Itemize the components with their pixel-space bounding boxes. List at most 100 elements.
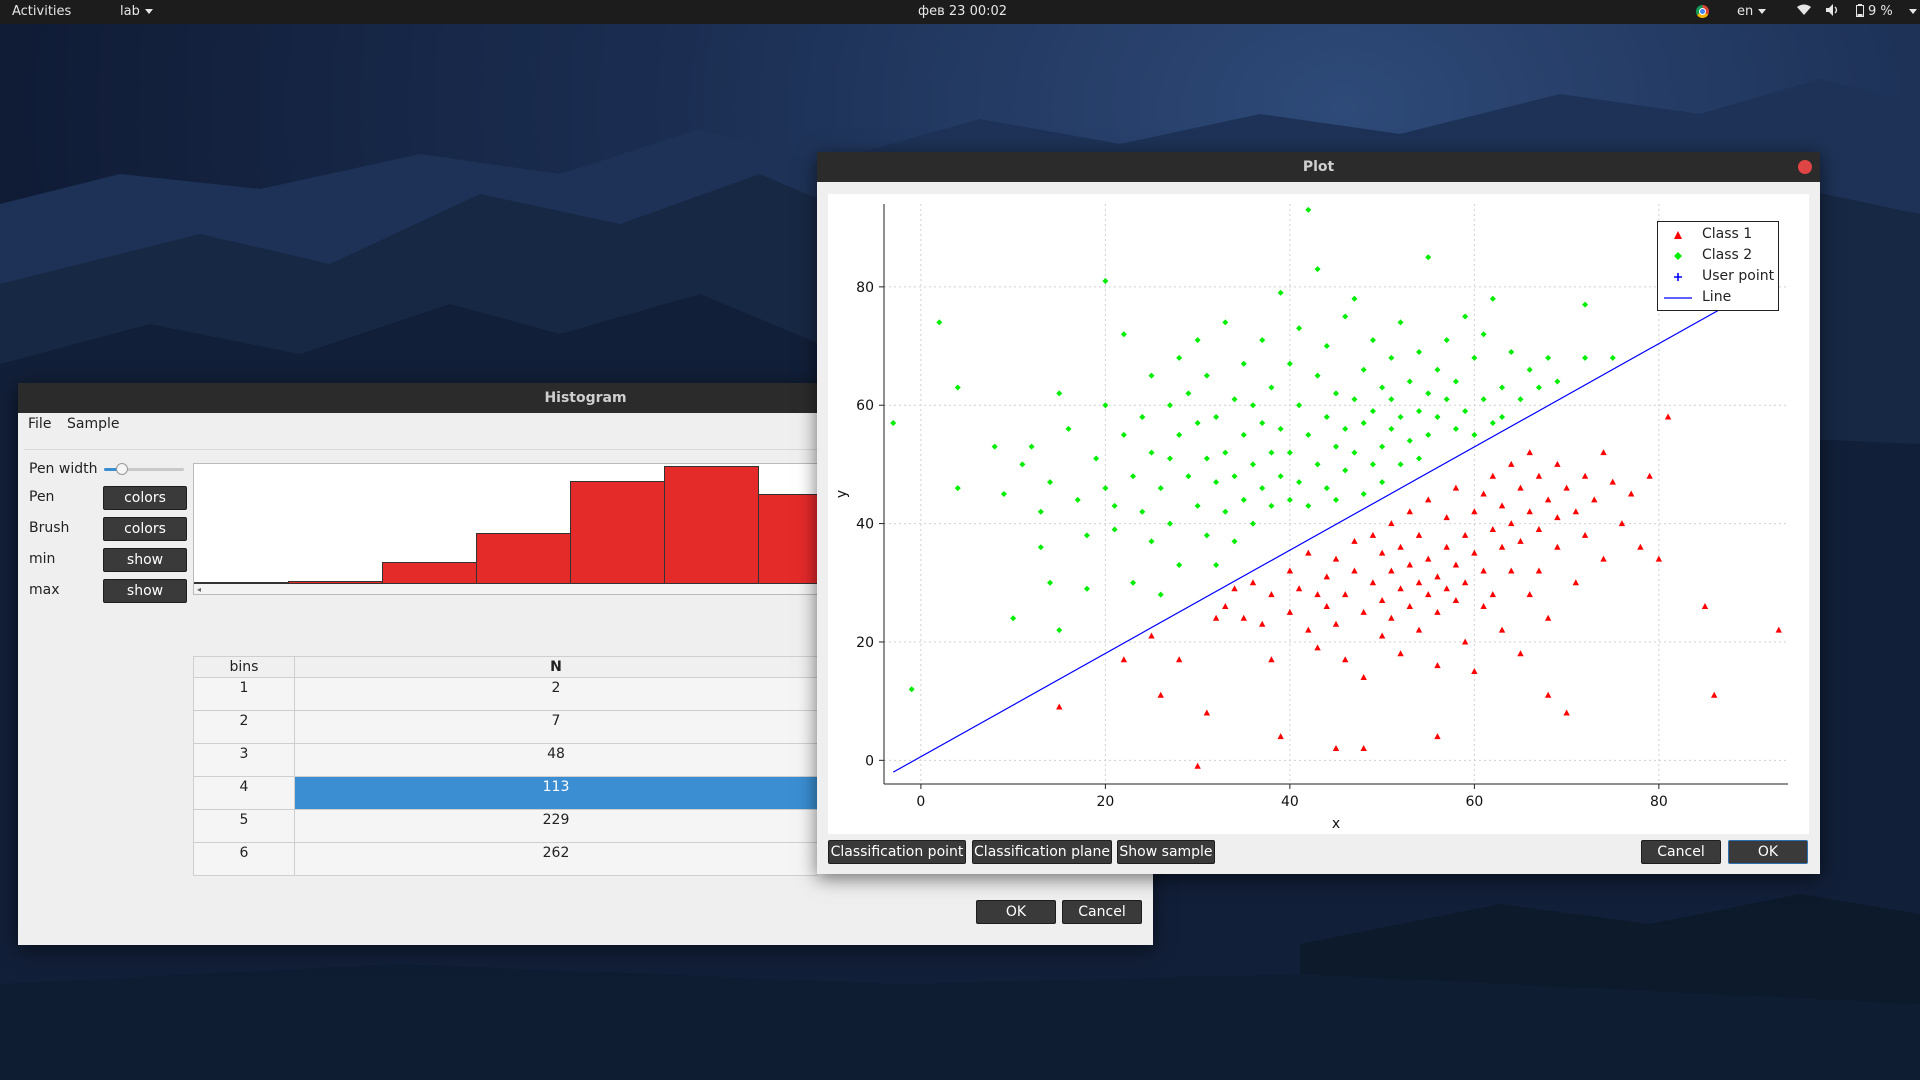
bin-cell[interactable]: 1 (193, 677, 295, 711)
classification-point-button[interactable]: Classification point (828, 840, 966, 864)
pen-width-handle[interactable] (116, 463, 128, 475)
class2-point (1360, 491, 1367, 497)
class1-point (1461, 531, 1469, 538)
histogram-bar (570, 481, 665, 584)
class2-point (1305, 502, 1312, 509)
cancel-button[interactable]: Cancel (1062, 900, 1142, 924)
class2-point (1083, 585, 1090, 592)
class1-point (1277, 733, 1284, 740)
pen-colors-button[interactable]: colors (103, 486, 187, 510)
classification-plane-button[interactable]: Classification plane (972, 840, 1112, 864)
table-row[interactable]: 6 262 (193, 842, 818, 876)
volume-icon[interactable] (1826, 4, 1840, 20)
bin-cell[interactable]: 6 (193, 842, 295, 876)
bin-cell[interactable]: 3 (193, 743, 295, 777)
class2-point (1194, 502, 1201, 509)
top-bar: Activities lab фев 23 00:02 en 9 % (0, 0, 1920, 24)
class1-point (1222, 602, 1229, 609)
battery-percent: 9 % (1868, 4, 1893, 19)
class1-point (1508, 520, 1515, 527)
class2-point (1416, 408, 1423, 415)
ok-button[interactable]: OK (976, 900, 1056, 924)
class2-point (1166, 455, 1173, 462)
n-cell[interactable]: 7 (294, 710, 818, 744)
class1-point (1415, 531, 1423, 538)
class2-point (1379, 479, 1386, 486)
ok-button[interactable]: OK (1728, 840, 1808, 864)
class1-point (1434, 733, 1441, 740)
class2-point (1416, 455, 1423, 462)
y-tick-label: 80 (856, 280, 874, 296)
close-icon[interactable] (1798, 160, 1812, 174)
min-show-button[interactable]: show (103, 548, 187, 572)
battery-icon[interactable] (1856, 4, 1864, 21)
histogram-plot: ◂ (193, 463, 835, 595)
class1-point (1378, 597, 1386, 604)
class2-point (1554, 378, 1561, 385)
table-row[interactable]: 4 113 (193, 776, 818, 810)
histogram-bar (382, 562, 477, 584)
class2-point (1166, 402, 1173, 409)
class1-point (1434, 662, 1441, 669)
class2-point (1231, 538, 1238, 545)
show-sample-button[interactable]: Show sample (1117, 840, 1215, 864)
brush-colors-button[interactable]: colors (103, 517, 187, 541)
bin-cell[interactable]: 5 (193, 809, 295, 843)
legend-item: Class 1 (1658, 225, 1778, 245)
class2-point (1425, 390, 1432, 397)
plot-window: Plot 0 20 40 60 80 0 20 40 60 80 x y Class 1 Class … (817, 152, 1820, 874)
class1-point (1655, 555, 1663, 562)
app-menu[interactable]: lab (120, 4, 153, 19)
wifi-icon[interactable] (1797, 4, 1811, 20)
class2-point (1194, 337, 1201, 344)
activities-button[interactable]: Activities (12, 4, 72, 19)
class1-point (1157, 691, 1164, 698)
class1-point (1268, 591, 1275, 598)
class1-point (1360, 673, 1367, 680)
brush-label: Brush (29, 520, 70, 536)
n-cell[interactable]: 2 (294, 677, 818, 711)
class1-point (1388, 520, 1395, 527)
menu-sample[interactable]: Sample (67, 416, 120, 432)
menu-file[interactable]: File (28, 416, 52, 432)
column-header-bins[interactable]: bins (193, 656, 295, 678)
chrome-icon[interactable] (1696, 5, 1709, 18)
horizontal-scrollbar[interactable]: ◂ (194, 583, 834, 594)
pen-width-slider[interactable] (104, 463, 184, 475)
n-cell[interactable]: 48 (294, 743, 818, 777)
pen-width-fill (104, 468, 120, 471)
class2-point (1148, 372, 1155, 379)
max-show-button[interactable]: show (103, 579, 187, 603)
class2-point (1333, 390, 1339, 397)
table-row[interactable]: 5 229 (193, 809, 818, 843)
class1-point (1452, 597, 1460, 604)
scroll-left-icon[interactable]: ◂ (197, 585, 202, 594)
class2-point (1443, 337, 1450, 344)
class2-point (1277, 473, 1284, 480)
bin-cell[interactable]: 2 (193, 710, 295, 744)
n-cell[interactable]: 229 (294, 809, 818, 843)
class1-point (1489, 472, 1497, 479)
plot-titlebar[interactable]: Plot (817, 152, 1820, 182)
n-cell[interactable]: 262 (294, 842, 818, 876)
bin-cell[interactable]: 4 (193, 776, 295, 810)
cancel-button[interactable]: Cancel (1641, 840, 1721, 864)
table-row[interactable]: 3 48 (193, 743, 818, 777)
class1-point (1406, 561, 1413, 568)
system-menu[interactable] (1904, 4, 1917, 19)
language-selector[interactable]: en (1737, 4, 1767, 19)
legend-item: Line (1658, 288, 1778, 308)
window-title: Plot (1302, 159, 1335, 175)
class1-point (1212, 614, 1220, 621)
class1-point (1056, 703, 1063, 710)
class1-point (1286, 567, 1294, 574)
class1-point (1369, 531, 1377, 538)
column-header-n[interactable]: N (294, 656, 818, 678)
n-cell-selected[interactable]: 113 (294, 776, 818, 810)
class2-point (1342, 425, 1349, 432)
x-tick-label: 40 (1281, 794, 1299, 810)
clock[interactable]: фев 23 00:02 (918, 4, 1008, 19)
class2-point (1369, 461, 1376, 468)
